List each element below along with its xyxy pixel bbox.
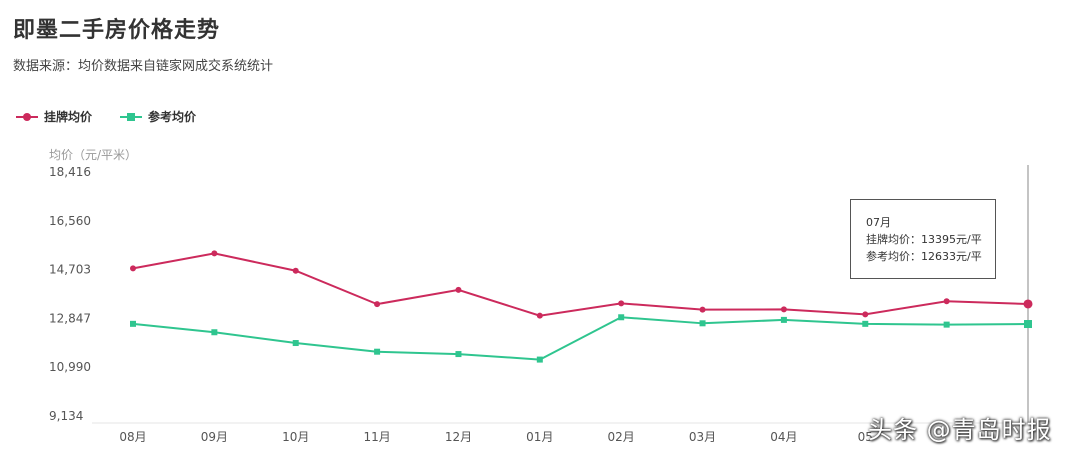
data-point: [862, 311, 869, 318]
x-tick-label: 01月: [526, 430, 553, 444]
y-tick-label: 18,416: [49, 165, 91, 179]
data-point: [130, 320, 136, 327]
data-point: [455, 351, 462, 358]
y-tick-label: 9,134: [49, 409, 83, 423]
hover-tooltip: 07月 挂牌均价：13395元/平 参考均价：12633元/平: [850, 199, 996, 279]
data-point: [292, 340, 299, 347]
watermark: 头条 @青岛时报: [868, 416, 1052, 444]
data-point: [618, 314, 625, 321]
data-point: [1024, 320, 1032, 329]
data-point: [943, 298, 950, 305]
data-point: [943, 321, 950, 328]
x-tick-label: 10月: [282, 430, 309, 444]
legend-circle-marker-icon: [16, 111, 38, 123]
data-point: [699, 320, 706, 327]
data-point: [374, 348, 381, 355]
tooltip-month: 07月: [866, 216, 891, 229]
chart-legend: 挂牌均价 参考均价: [16, 108, 196, 125]
x-tick-label: 05: [858, 430, 873, 444]
legend-label: 参考均价: [148, 110, 197, 124]
data-point: [211, 250, 218, 257]
data-point: [374, 301, 381, 308]
x-tick-label: 11月: [363, 430, 390, 444]
data-point: [455, 286, 462, 293]
data-point: [780, 316, 787, 323]
x-tick-label: 02月: [608, 430, 635, 444]
data-point: [130, 265, 136, 272]
legend-item-reference[interactable]: 参考均价: [120, 108, 196, 125]
y-axis-label: 均价（元/平米）: [49, 148, 138, 162]
data-point: [699, 306, 706, 313]
series-line: [132, 316, 1029, 361]
data-point: [1023, 299, 1033, 309]
y-tick-label: 14,703: [49, 263, 91, 277]
tooltip-listing-value: 挂牌均价：13395元/平: [866, 233, 982, 246]
page-subtitle: 数据来源：均价数据来自链家网成交系统统计: [13, 59, 274, 74]
data-point: [292, 267, 299, 274]
x-tick-label: 08月: [119, 430, 146, 444]
y-tick-label: 10,990: [49, 360, 91, 374]
legend-label: 挂牌均价: [44, 110, 93, 124]
data-point: [780, 306, 787, 313]
data-point: [211, 329, 218, 336]
y-tick-label: 16,560: [49, 214, 91, 228]
page-title: 即墨二手房价格走势: [13, 18, 221, 43]
x-tick-label: 12月: [445, 430, 472, 444]
legend-square-marker-icon: [120, 111, 143, 123]
x-tick-label: 03月: [689, 430, 716, 444]
x-tick-label: 09月: [201, 430, 228, 444]
y-tick-label: 12,847: [49, 311, 91, 325]
data-point: [536, 356, 543, 363]
legend-item-listing[interactable]: 挂牌均价: [16, 108, 92, 125]
data-point: [536, 312, 543, 319]
tooltip-reference-value: 参考均价：12633元/平: [866, 250, 982, 263]
data-point: [862, 320, 869, 327]
x-tick-label: 04月: [770, 430, 797, 444]
data-point: [618, 300, 625, 307]
series-line: [132, 252, 1029, 317]
